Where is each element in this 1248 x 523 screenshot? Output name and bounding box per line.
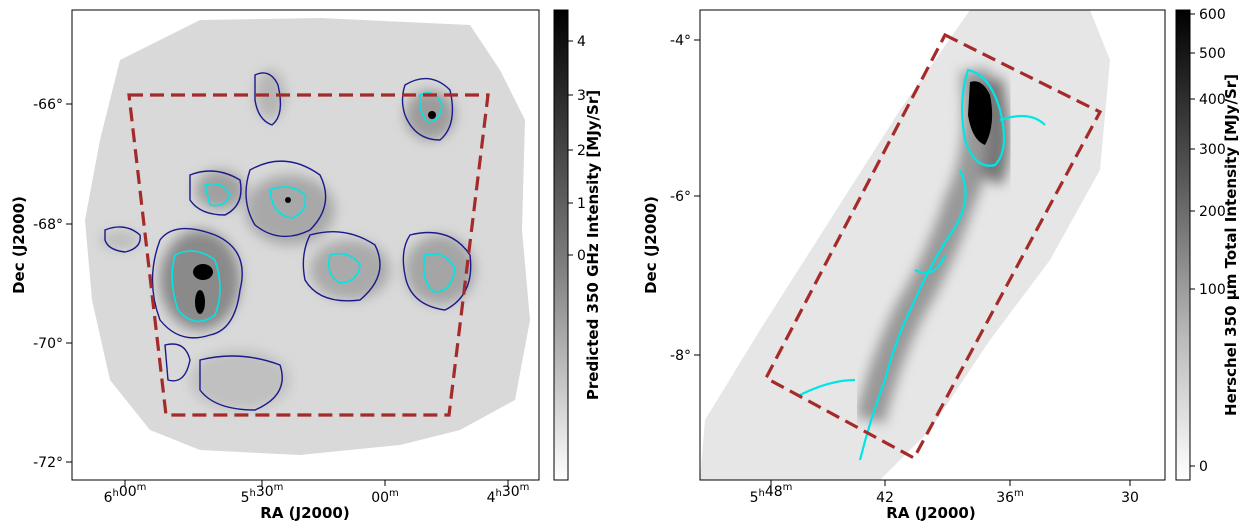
filament-core (968, 81, 993, 145)
colorbar-tick-label: 400 (1199, 92, 1226, 108)
lmc-map (85, 18, 530, 455)
y-tick-label: -72° (33, 455, 63, 471)
y-tick-label: -68° (33, 217, 63, 233)
panel-b: -4° -6° -8° 5h48m 42 36m 30 RA (J2000) Dec (J… (642, 7, 1240, 522)
y-tick-label: -8° (670, 348, 691, 364)
y-axis-label: Dec (J2000) (642, 196, 660, 294)
orion-map (700, 10, 1110, 480)
colorbar-ticks: 4 3 2 1 0 (568, 34, 586, 264)
y-ticks: -66° -68° -70° -72° (33, 97, 72, 471)
y-tick-label: -6° (670, 189, 691, 205)
colorbar-label: Herschel 350 μm Total Intensity [MJy/Sr] (1222, 74, 1240, 416)
colorbar-ticks: 600 500 400 300 200 100 0 (1190, 7, 1226, 475)
x-axis-label: RA (J2000) (260, 504, 349, 522)
peaks (193, 111, 436, 314)
y-tick-label: -70° (33, 336, 63, 352)
region-outline (763, 32, 1103, 461)
colorbar-tick-label: 100 (1199, 282, 1226, 298)
plot-frame (699, 9, 1166, 481)
x-tick-label: 6h00m (104, 482, 147, 506)
colorbar-tick-label: 200 (1199, 204, 1226, 220)
colorbar (1175, 9, 1191, 481)
colorbar-tick-label: 3 (577, 88, 586, 104)
region-outline (127, 93, 490, 417)
x-tick-label: 36m (996, 488, 1024, 506)
contours-high (171, 92, 456, 323)
colorbar-tick-label: 2 (577, 143, 586, 159)
x-tick-label: 4h30m (487, 482, 530, 506)
y-ticks: -4° -6° -8° (670, 33, 700, 364)
contours-high (799, 68, 1046, 461)
panel-a: -66° -68° -70° -72° 6h00m 5h30m 00m 4h30m RA (… (10, 9, 602, 522)
colorbar (553, 9, 569, 481)
colorbar-tick-label: 4 (577, 34, 586, 50)
colorbar-tick-label: 300 (1199, 142, 1226, 158)
x-axis-label: RA (J2000) (886, 504, 975, 522)
contours-low (104, 72, 472, 411)
x-tick-label: 5h30m (241, 482, 284, 506)
colorbar-tick-label: 0 (1199, 459, 1208, 475)
x-tick-label: 30 (1121, 490, 1139, 506)
x-ticks: 5h48m 42 36m 30 (750, 480, 1139, 506)
map-coverage (700, 10, 1110, 480)
x-tick-label: 5h48m (750, 482, 793, 506)
colorbar-label: Predicted 350 GHz Intensity [MJy/Sr] (584, 90, 602, 400)
y-tick-label: -66° (33, 97, 63, 113)
plot-frame (71, 9, 540, 481)
colorbar-tick-label: 0 (577, 248, 586, 264)
x-ticks: 6h00m 5h30m 00m 4h30m (104, 480, 530, 506)
x-tick-label: 00m (371, 488, 399, 506)
colorbar-tick-label: 1 (577, 196, 586, 212)
colorbar-tick-label: 500 (1199, 46, 1226, 62)
y-tick-label: -4° (670, 33, 691, 49)
x-tick-label: 42 (876, 490, 894, 506)
y-axis-label: Dec (J2000) (10, 196, 28, 294)
colorbar-tick-label: 600 (1199, 7, 1226, 23)
